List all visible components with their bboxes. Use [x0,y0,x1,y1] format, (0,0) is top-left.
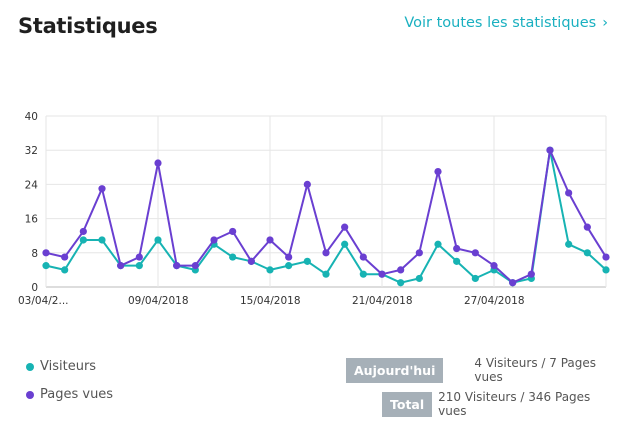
y-tick-label: 16 [25,214,39,226]
data-point-pageviews [378,270,386,278]
chart-series [42,146,610,287]
data-point-pageviews [341,223,349,231]
data-point-pageviews [98,185,106,193]
visitors-dot-icon [26,362,34,371]
data-point-pageviews [266,236,274,244]
data-point-visitors [266,266,274,274]
data-point-visitors [602,266,610,274]
data-point-pageviews [247,257,255,265]
data-point-pageviews [191,262,199,270]
data-point-pageviews [117,262,125,270]
data-point-visitors [415,274,423,283]
data-point-pageviews [527,270,535,278]
legend-label-pageviews: Pages vues [40,387,114,402]
data-point-visitors [229,253,237,261]
data-point-pageviews [397,266,405,274]
data-point-pageviews [229,227,237,236]
x-tick-label: 03/04/2... [18,295,69,307]
data-point-pageviews [509,279,517,287]
y-tick-label: 40 [25,111,38,123]
data-point-pageviews [415,249,423,257]
data-point-pageviews [61,253,69,261]
today-value: 4 Visiteurs / 7 Pages vues [474,356,596,384]
y-tick-label: 0 [31,282,38,294]
x-tick-label: 09/04/2018 [128,295,189,307]
x-tick-label: 27/04/2018 [464,295,525,307]
see-all-label: Voir toutes les statistiques [404,15,597,31]
y-axis: 0 8 16 24 32 40 [25,111,39,294]
data-point-pageviews [285,253,293,261]
data-point-visitors [565,240,573,248]
data-point-visitors [79,236,87,244]
x-tick-label: 15/04/2018 [240,295,301,307]
data-point-pageviews [453,244,461,253]
data-point-pageviews [154,159,162,167]
y-tick-label: 8 [31,248,38,260]
total-value: 210 Visiteurs / 346 Pages vues [438,390,591,418]
x-tick-label: 21/04/2018 [352,295,413,307]
stats-line-chart: 0 8 16 24 32 40 03/04/2... 09/04/2018 15/04/201… [18,111,610,307]
y-tick-label: 32 [25,145,38,157]
data-point-visitors [42,262,50,270]
data-point-pageviews [79,227,87,236]
data-point-visitors [397,279,405,287]
data-point-visitors [359,270,367,278]
today-stats: Aujourd'hui 4 Visiteurs / 7 Pages vues [346,356,622,384]
data-point-visitors [285,262,293,270]
see-all-stats-link[interactable]: Voir toutes les statistiques › [404,15,608,31]
y-tick-label: 24 [25,179,39,191]
data-point-pageviews [434,167,442,176]
today-badge: Aujourd'hui [346,357,444,383]
data-point-pageviews [210,236,218,244]
data-point-pageviews [322,249,330,257]
data-point-pageviews [359,253,367,261]
data-point-pageviews [135,253,143,261]
data-point-visitors [322,270,330,278]
data-point-visitors [341,240,349,248]
x-axis: 03/04/2... 09/04/2018 15/04/2018 21/04/2018… [18,295,525,307]
data-point-visitors [434,240,442,248]
series-line-visitors [45,149,607,284]
data-point-visitors [303,257,311,265]
chevron-right-icon: › [602,15,608,31]
data-point-pageviews [471,249,479,257]
data-point-pageviews [546,146,554,154]
data-point-visitors [154,236,162,244]
data-point-visitors [583,249,591,257]
data-point-pageviews [42,249,50,257]
data-point-pageviews [583,223,591,231]
data-point-pageviews [490,262,498,270]
series-line-pageviews [45,149,607,284]
data-point-pageviews [602,253,610,261]
total-badge: Total [382,391,433,417]
pageviews-dot-icon [26,390,34,399]
legend-item-visitors[interactable]: Visiteurs [26,359,96,374]
legend-item-pageviews[interactable]: Pages vues [26,387,113,402]
data-point-visitors [453,257,461,265]
data-point-pageviews [173,262,181,270]
data-point-visitors [61,266,69,274]
data-point-pageviews [303,180,311,188]
data-point-visitors [98,236,106,244]
data-point-visitors [135,262,143,270]
legend-label-visitors: Visiteurs [40,359,97,374]
data-point-visitors [471,274,479,283]
data-point-pageviews [565,189,573,197]
page-title: Statistiques [18,14,158,38]
total-stats: Total 210 Visiteurs / 346 Pages vues [382,390,622,418]
